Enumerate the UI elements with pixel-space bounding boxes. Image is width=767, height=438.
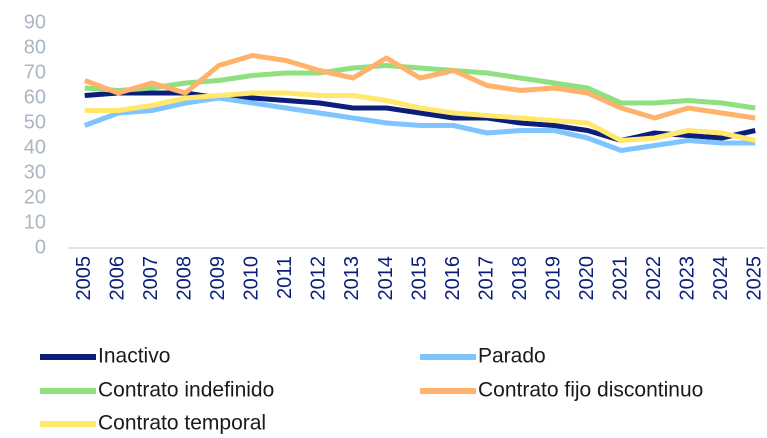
y-tick-label: 90 (24, 11, 46, 33)
x-tick-label: 2024 (710, 256, 732, 301)
y-tick-label: 60 (24, 86, 46, 108)
x-tick-label: 2019 (542, 256, 564, 301)
x-tick-label: 2005 (73, 256, 95, 301)
legend-label: Inactivo (98, 345, 170, 368)
legend-label: Contrato indefinido (98, 379, 274, 402)
x-tick-label: 2014 (375, 256, 397, 301)
x-tick-label: 2016 (442, 256, 464, 301)
x-tick-label: 2023 (676, 256, 698, 301)
series-line (84, 90, 756, 143)
x-tick-label: 2017 (475, 256, 497, 301)
y-tick-label: 80 (24, 36, 46, 58)
x-tick-label: 2013 (341, 256, 363, 301)
y-tick-label: 30 (24, 161, 46, 183)
series-line (83, 53, 756, 121)
series-line (83, 95, 756, 153)
x-tick-label: 2025 (744, 256, 766, 301)
y-tick-label: 0 (35, 236, 46, 258)
legend-label: Parado (478, 345, 546, 368)
y-tick-label: 20 (24, 186, 46, 208)
x-tick-label: 2018 (509, 256, 531, 301)
x-tick-label: 2011 (274, 256, 296, 299)
x-tick-label: 2012 (308, 256, 330, 301)
x-tick-label: 2015 (408, 256, 430, 301)
y-tick-label: 70 (24, 61, 46, 83)
legend-label: Contrato temporal (98, 412, 266, 435)
legend-label: Contrato fijo discontinuo (478, 379, 703, 402)
y-tick-label: 50 (24, 111, 46, 133)
y-tick-label: 10 (24, 211, 46, 233)
x-tick-label: 2006 (107, 256, 129, 301)
x-tick-label: 2010 (241, 256, 263, 301)
x-tick-label: 2021 (609, 256, 631, 301)
x-tick-label: 2007 (140, 256, 162, 301)
x-tick-label: 2020 (576, 256, 598, 301)
y-tick-label: 40 (24, 136, 46, 158)
x-tick-label: 2008 (174, 256, 196, 301)
x-tick-label: 2022 (643, 256, 665, 301)
x-tick-label: 2009 (207, 256, 229, 301)
